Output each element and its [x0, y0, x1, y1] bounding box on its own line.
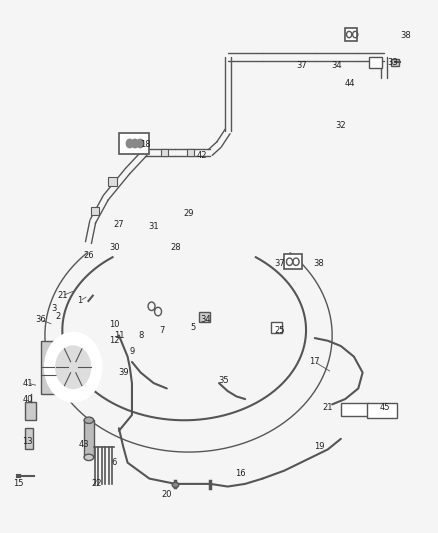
Bar: [391, 59, 399, 66]
Bar: [84, 420, 94, 457]
Bar: [91, 207, 99, 215]
Text: 9: 9: [129, 347, 134, 356]
Text: 3: 3: [51, 304, 57, 313]
FancyBboxPatch shape: [119, 133, 149, 154]
Bar: [41, 341, 67, 394]
Bar: [161, 149, 168, 156]
Text: 43: 43: [79, 440, 89, 449]
Text: 13: 13: [22, 437, 33, 446]
Text: 12: 12: [110, 336, 120, 345]
Text: 21: 21: [57, 291, 67, 300]
Text: 20: 20: [162, 490, 172, 499]
Bar: [341, 403, 369, 416]
Text: 42: 42: [196, 151, 207, 160]
Text: 33: 33: [388, 58, 399, 67]
Text: 2: 2: [55, 312, 60, 321]
Bar: [187, 149, 194, 156]
Text: 45: 45: [379, 402, 390, 411]
Ellipse shape: [172, 482, 179, 488]
Text: 37: 37: [275, 260, 285, 268]
Text: 40: 40: [22, 394, 33, 403]
Text: 17: 17: [309, 358, 320, 367]
Bar: [25, 402, 36, 420]
Text: 32: 32: [336, 122, 346, 131]
Text: 36: 36: [35, 315, 46, 324]
Circle shape: [131, 139, 138, 148]
Text: 35: 35: [218, 376, 229, 385]
Text: 26: 26: [83, 252, 94, 261]
Text: 16: 16: [236, 469, 246, 478]
Bar: [284, 254, 302, 269]
Bar: [345, 28, 357, 41]
Text: 8: 8: [138, 331, 143, 340]
Text: 39: 39: [118, 368, 129, 377]
Text: 19: 19: [314, 442, 325, 451]
Text: 34: 34: [331, 61, 342, 69]
Text: 6: 6: [112, 458, 117, 467]
Text: 38: 38: [401, 31, 412, 41]
Bar: [369, 57, 382, 68]
Text: 5: 5: [190, 323, 195, 332]
Text: 22: 22: [92, 479, 102, 488]
Text: 38: 38: [314, 260, 325, 268]
Text: 28: 28: [170, 244, 181, 253]
Text: 18: 18: [140, 140, 150, 149]
Bar: [25, 428, 33, 449]
Bar: [367, 403, 397, 418]
Text: 31: 31: [148, 222, 159, 231]
Text: 30: 30: [109, 244, 120, 253]
Text: 44: 44: [344, 79, 355, 88]
Text: 1: 1: [77, 296, 82, 305]
Text: 29: 29: [183, 209, 194, 218]
Bar: [271, 322, 282, 333]
Text: 37: 37: [297, 61, 307, 69]
Text: 15: 15: [14, 479, 24, 488]
Ellipse shape: [84, 417, 94, 423]
Ellipse shape: [84, 454, 94, 461]
Text: 27: 27: [113, 220, 124, 229]
Text: 10: 10: [110, 320, 120, 329]
Text: 11: 11: [113, 331, 124, 340]
Text: 7: 7: [160, 326, 165, 335]
Text: 21: 21: [322, 402, 333, 411]
Circle shape: [126, 139, 133, 148]
Circle shape: [56, 346, 91, 389]
Text: 41: 41: [22, 378, 33, 387]
Text: 34: 34: [201, 315, 211, 324]
Bar: [199, 312, 210, 322]
Bar: [108, 177, 117, 186]
Text: 25: 25: [275, 326, 285, 335]
Circle shape: [137, 139, 144, 148]
Circle shape: [45, 333, 102, 402]
